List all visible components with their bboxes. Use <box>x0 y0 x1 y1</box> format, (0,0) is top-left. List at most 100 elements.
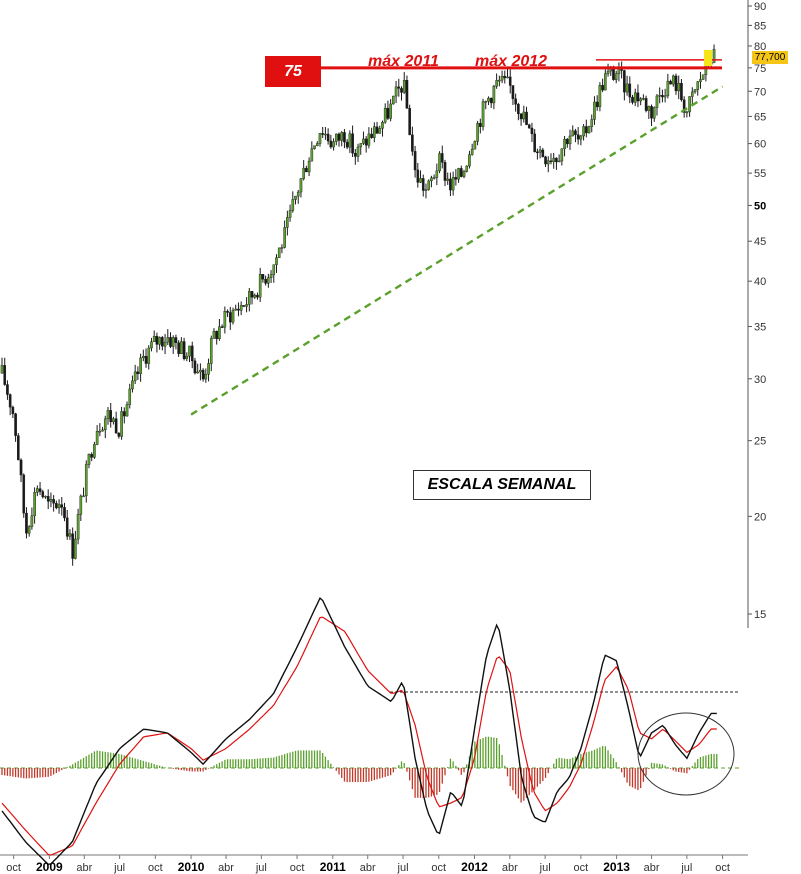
candle-body <box>180 341 183 354</box>
macd-histogram <box>1 736 718 803</box>
candle-body <box>503 76 507 79</box>
candle-body <box>511 85 515 99</box>
candle-body <box>46 495 50 502</box>
month-label: jul <box>255 862 267 874</box>
candle-body <box>576 134 580 140</box>
candle-body <box>652 107 656 119</box>
candle-body <box>109 410 113 423</box>
candle-body <box>604 73 607 91</box>
candle-body <box>275 257 278 265</box>
candle-body <box>120 411 123 437</box>
candle-body <box>340 132 344 141</box>
candle-body <box>508 76 512 86</box>
month-label: jul <box>113 862 125 874</box>
candle-body <box>459 168 463 177</box>
candle-body <box>661 94 664 98</box>
candle-body <box>272 264 276 275</box>
candle-body <box>446 178 450 181</box>
candle-body <box>362 138 365 144</box>
candle-body <box>74 538 77 559</box>
candle-body <box>557 160 561 163</box>
price-tick-label: 60 <box>754 139 766 151</box>
candle-body <box>14 413 17 436</box>
candle-body <box>579 135 583 140</box>
candle-body <box>386 107 390 119</box>
candle-body <box>585 126 588 134</box>
candle-body <box>190 345 194 362</box>
candle-body <box>677 82 681 92</box>
candle-body <box>636 92 640 102</box>
month-label: oct <box>6 862 21 874</box>
month-label: oct <box>290 862 305 874</box>
candle-body <box>593 101 596 120</box>
price-tick-label: 80 <box>754 41 766 53</box>
price-tick-label: 40 <box>754 276 766 288</box>
price-tick-label: 75 <box>754 63 766 75</box>
candle-body <box>533 133 536 153</box>
candle-body <box>6 384 9 395</box>
candle-body <box>261 274 265 280</box>
price-tick-label: 70 <box>754 86 766 98</box>
month-label: oct <box>715 862 730 874</box>
price-tick-label: 35 <box>754 321 766 333</box>
candle-body <box>114 418 118 434</box>
candle-body <box>568 135 572 145</box>
candle-body <box>209 338 213 364</box>
candle-body <box>389 103 392 119</box>
candle-body <box>212 331 216 339</box>
candle-body <box>182 341 186 359</box>
candle-body <box>348 133 352 148</box>
candle-body <box>571 130 575 137</box>
candle-body <box>527 124 531 129</box>
year-label: 2010 <box>178 860 205 874</box>
candle-body <box>174 337 178 343</box>
candle-body <box>267 277 270 284</box>
candle-body <box>356 146 360 157</box>
candle-body <box>307 160 311 173</box>
candle-body <box>63 507 66 519</box>
price-tick-label: 15 <box>754 609 766 621</box>
candle-body <box>215 331 219 340</box>
candle-body <box>237 308 240 311</box>
candle-body <box>364 138 368 146</box>
price-tick-label: 55 <box>754 168 766 180</box>
candle-body <box>492 85 496 104</box>
candle-body <box>166 337 170 343</box>
candle-body <box>555 157 558 163</box>
candle-body <box>427 180 430 190</box>
candle-body <box>685 111 689 114</box>
candle-body <box>207 363 210 375</box>
candle-body <box>250 291 254 298</box>
candle-body <box>136 371 140 374</box>
candle-body <box>623 70 626 93</box>
candle-body <box>402 80 406 93</box>
price-tick-labels: 15 20 25 30 35 40 45 50 55 60 65 70 75 80 85 90 <box>748 1 766 621</box>
year-label: 2011 <box>320 860 346 874</box>
candle-body <box>517 103 520 115</box>
candle-body <box>606 70 610 74</box>
candle-body <box>326 133 330 142</box>
year-label: 2013 <box>603 860 630 874</box>
candle-body <box>269 274 273 278</box>
candle-body <box>473 141 477 150</box>
candle-body <box>590 119 594 127</box>
candle-body <box>158 337 161 345</box>
last-price-marker <box>704 50 712 66</box>
resistance-level-badge: 75 <box>265 56 321 87</box>
month-label: abr <box>502 862 518 874</box>
candle-body <box>185 355 189 359</box>
candle-body <box>294 195 297 200</box>
candle-body <box>381 121 384 129</box>
candle-body <box>242 305 246 307</box>
candle-body <box>193 360 197 374</box>
candle-body <box>693 89 697 93</box>
candle-body <box>204 374 208 380</box>
candle-body <box>421 178 425 191</box>
price-tick-label: 90 <box>754 1 766 13</box>
candle-body <box>644 98 648 111</box>
candle-body <box>30 515 34 527</box>
candle-body <box>296 191 300 197</box>
candle-body <box>36 488 39 493</box>
candle-body <box>49 499 53 502</box>
candle-body <box>413 151 417 171</box>
